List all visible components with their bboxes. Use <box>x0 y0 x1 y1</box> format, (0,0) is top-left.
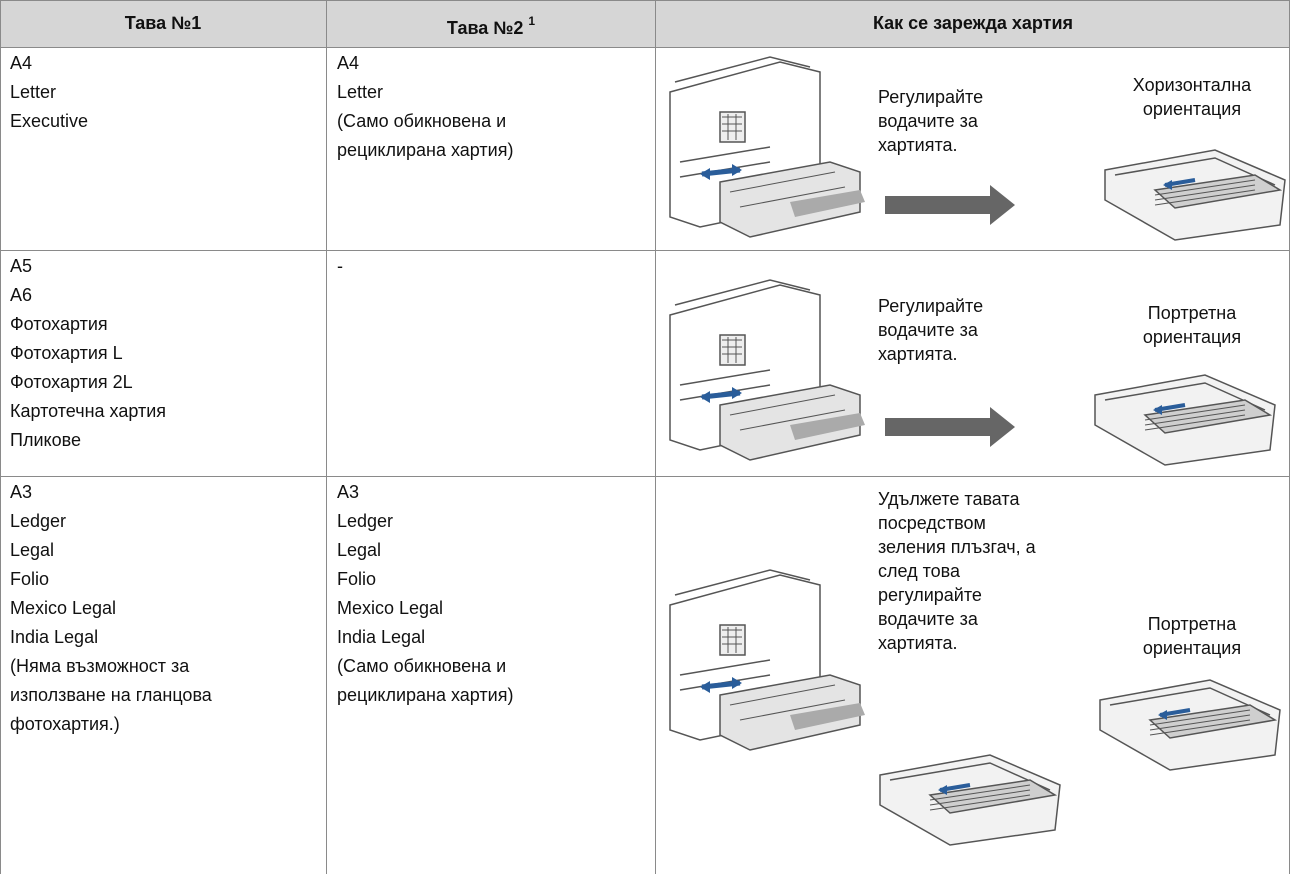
paper-size: A4 <box>337 53 360 73</box>
cell: A4 Letter (Само обикновена и рециклирана х… <box>337 49 607 165</box>
paper-size: (Няма възможност за използване на гланцо… <box>10 656 212 734</box>
paper-size: Пликове <box>10 430 81 450</box>
border <box>0 476 1290 477</box>
header-text: Как се зарежда хартия <box>872 13 1074 33</box>
cell: - <box>337 252 607 281</box>
paper-size: India Legal <box>10 627 99 647</box>
paper-size: Executive <box>10 111 89 131</box>
paper-size: Legal <box>337 540 382 560</box>
paper-size: Mexico Legal <box>10 598 117 618</box>
border <box>0 250 1290 251</box>
header-cell: Тава №2 1 <box>327 0 655 47</box>
paper-size: A6 <box>10 285 33 305</box>
orientation: Хоризонтална ориентация <box>1132 75 1252 119</box>
paper-size: Folio <box>337 569 377 589</box>
cell: A3 Ledger Legal Folio Mexico Legal India Lega… <box>10 478 280 739</box>
instruction: Удължете тавата посредством зеления плъз… <box>878 489 1036 653</box>
paper-size: A3 <box>10 482 33 502</box>
border <box>655 0 656 874</box>
border <box>0 47 1290 48</box>
paper-size: Legal <box>10 540 55 560</box>
paper-size: Folio <box>10 569 50 589</box>
header-cell: Тава №1 <box>0 0 326 47</box>
paper-size: A3 <box>337 482 360 502</box>
header-text: Тава №2 <box>446 18 524 38</box>
instruction: Регулирайте водачите за хартията. <box>878 296 984 364</box>
cell: A3 Ledger Legal Folio Mexico Legal India Lega… <box>337 478 607 710</box>
border <box>326 0 327 874</box>
paper-size: (Само обикновена и рециклирана хартия) <box>337 111 514 160</box>
orientation: Портретна ориентация <box>1142 303 1242 347</box>
paper-size: Letter <box>337 82 384 102</box>
paper-size: Letter <box>10 82 57 102</box>
orientation: Портретна ориентация <box>1142 614 1242 658</box>
paper-size: A4 <box>10 53 33 73</box>
paper-size: India Legal <box>337 627 426 647</box>
paper-size: Фотохартия L <box>10 343 123 363</box>
footnote-ref[interactable]: 1 <box>528 14 536 28</box>
paper-size: Ledger <box>10 511 67 531</box>
paper-size: Ledger <box>337 511 394 531</box>
border <box>0 0 1 874</box>
border <box>0 0 1290 1</box>
paper-size: Mexico Legal <box>337 598 444 618</box>
paper-size: A5 <box>10 256 33 276</box>
header-cell: Как се зарежда хартия <box>656 0 1290 47</box>
paper-size: Картотечна хартия <box>10 401 167 421</box>
cell: A4 Letter Executive <box>10 49 280 136</box>
paper-size: Фотохартия <box>10 314 108 334</box>
cell: A5 A6 Фотохартия Фотохартия L Фотохартия 2L К… <box>10 252 280 455</box>
header-text: Тава №1 <box>124 13 202 33</box>
paper-size: - <box>337 256 343 276</box>
paper-size: Фотохартия 2L <box>10 372 133 392</box>
instruction: Регулирайте водачите за хартията. <box>878 87 984 155</box>
paper-size: (Само обикновена и рециклирана хартия) <box>337 656 514 705</box>
